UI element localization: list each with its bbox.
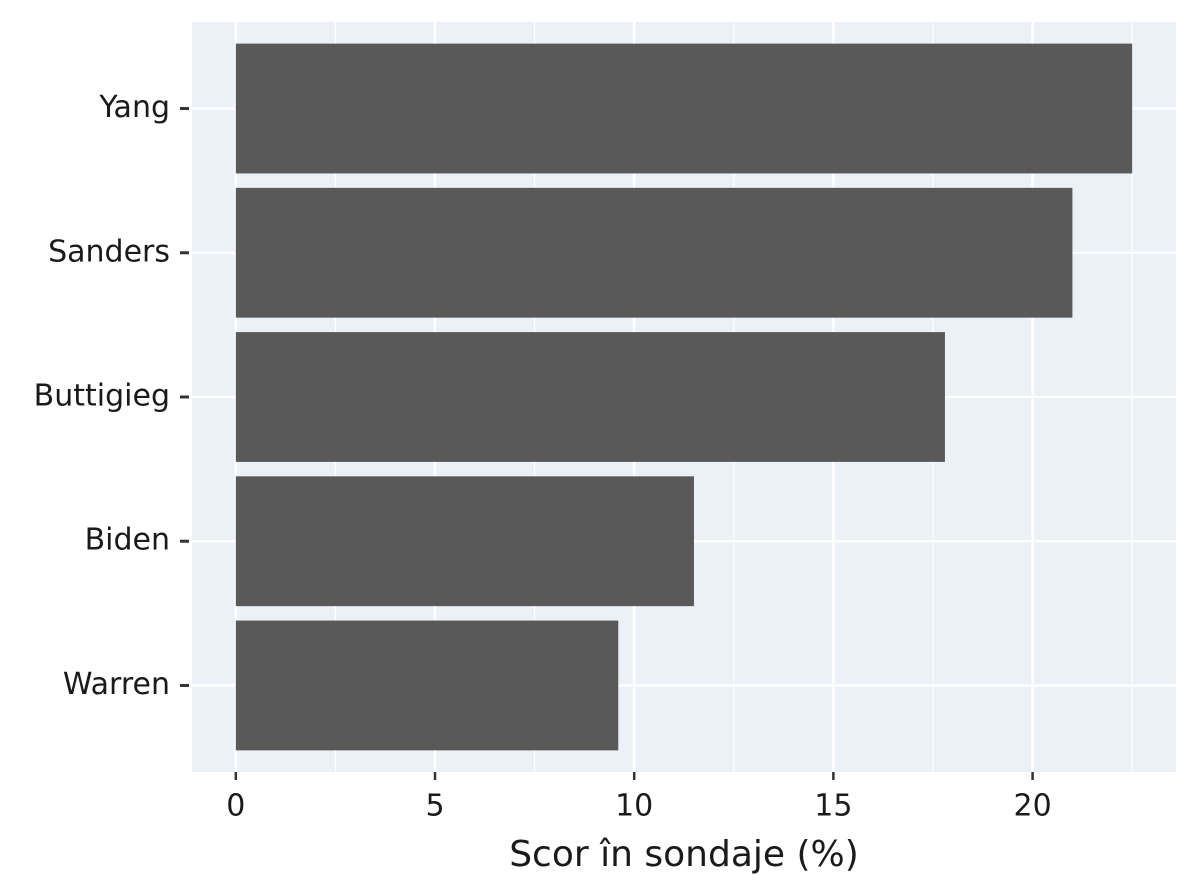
bar (235, 476, 694, 607)
x-tick-label: 5 (425, 789, 444, 824)
y-tick-label: Yang (98, 90, 170, 125)
bar (235, 332, 945, 462)
x-tick-label: 10 (615, 789, 653, 824)
y-tick-label: Biden (85, 523, 170, 558)
bar (235, 187, 1073, 318)
x-tick-label: 0 (226, 789, 245, 824)
bar (235, 43, 1133, 174)
y-tick-label: Buttigieg (34, 379, 170, 414)
y-tick-label: Sanders (48, 234, 170, 269)
x-tick-label: 15 (814, 789, 852, 824)
bar (235, 620, 619, 751)
y-tick-label: Warren (63, 667, 170, 702)
x-tick-label: 20 (1013, 789, 1051, 824)
x-axis-title: Scor în sondaje (%) (509, 834, 859, 875)
